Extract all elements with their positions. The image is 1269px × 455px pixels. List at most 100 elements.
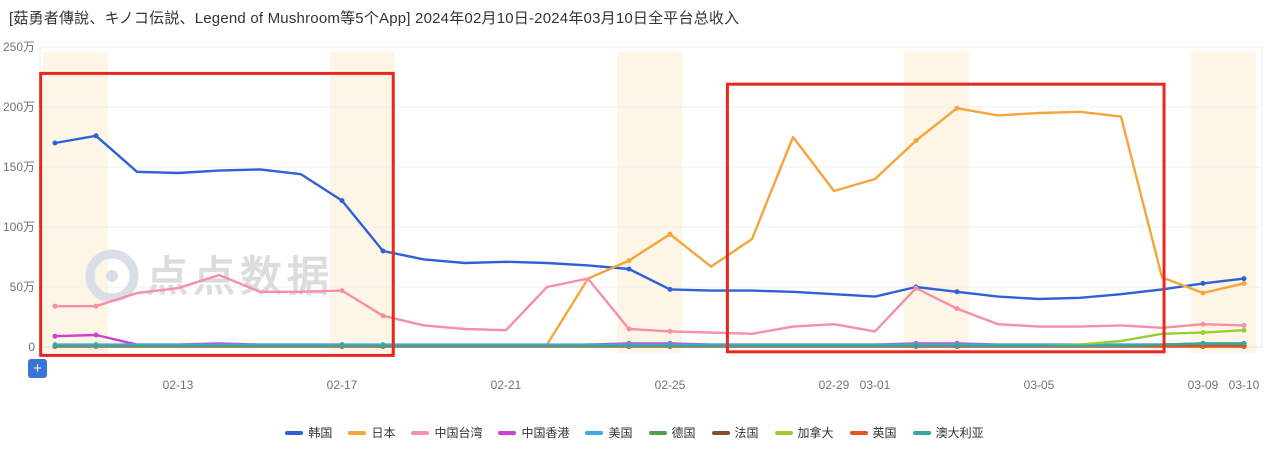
series-line-kr <box>53 134 1246 301</box>
legend-label: 日本 <box>371 426 396 440</box>
data-point-kr <box>52 140 58 146</box>
data-point-au <box>913 343 919 349</box>
data-point-tw <box>93 303 99 309</box>
x-axis-label: 02-17 <box>327 378 358 392</box>
legend-item-kr[interactable]: 韩国 <box>285 424 332 441</box>
legend-swatch-jp <box>348 430 367 435</box>
revenue-line-chart[interactable]: 0 50万 100万 150万 200万 250万 02-13 02-17 02-21 02-25… <box>0 0 1269 412</box>
legend-swatch-ca <box>774 430 793 435</box>
data-point-jp <box>954 105 960 111</box>
data-point-jp <box>667 231 673 237</box>
data-point-au <box>1200 340 1206 346</box>
data-point-jp <box>626 258 632 264</box>
data-point-kr <box>1200 280 1206 286</box>
legend-item-us[interactable]: 美国 <box>585 424 633 441</box>
legend-swatch-de <box>648 430 667 435</box>
x-axis-label: 02-21 <box>491 378 522 392</box>
y-axis-label: 200万 <box>3 100 35 114</box>
data-point-au <box>1241 340 1247 346</box>
watermark-text: 点点数据 <box>146 253 334 300</box>
y-axis-label: 50万 <box>10 280 35 294</box>
y-axis-label: 100万 <box>3 220 35 234</box>
data-point-au <box>380 343 386 349</box>
data-point-au <box>954 343 960 349</box>
data-point-tw <box>954 306 960 312</box>
data-point-hk <box>52 333 58 339</box>
data-point-tw <box>1241 322 1247 328</box>
x-axis-label: 03-09 <box>1188 378 1219 392</box>
data-point-au <box>667 343 673 349</box>
data-point-au <box>339 343 345 349</box>
weekend-band <box>1191 52 1256 353</box>
legend-label: 法国 <box>734 426 759 440</box>
legend-item-tw[interactable]: 中国台湾 <box>411 424 482 441</box>
data-point-tw <box>52 303 58 309</box>
data-point-jp <box>913 138 919 144</box>
legend-item-hk[interactable]: 中国香港 <box>498 424 569 441</box>
series-line-tw <box>53 273 1246 335</box>
data-point-tw <box>1200 321 1206 327</box>
weekend-band <box>330 52 395 353</box>
data-point-tw <box>913 285 919 291</box>
data-point-jp <box>1200 290 1206 296</box>
legend-item-ca[interactable]: 加拿大 <box>774 424 834 441</box>
data-point-jp <box>1241 280 1247 286</box>
data-point-tw <box>626 326 632 332</box>
legend-label: 德国 <box>671 426 696 440</box>
legend-label: 澳大利亚 <box>935 426 984 440</box>
data-point-kr <box>380 248 386 254</box>
plus-button[interactable]: + <box>28 359 47 378</box>
data-point-tw <box>667 328 673 334</box>
legend-label: 韩国 <box>308 426 333 440</box>
legend-swatch-tw <box>411 430 430 435</box>
series-line-au <box>53 342 1246 347</box>
data-point-kr <box>1241 276 1247 282</box>
data-point-tw <box>380 313 386 319</box>
annotation-rect-2 <box>725 82 1166 354</box>
x-axis-label: 02-29 <box>819 378 850 392</box>
weekend-band <box>904 52 969 353</box>
annotation-rect-1 <box>39 71 395 357</box>
data-point-au <box>52 343 58 349</box>
chart-title: [菇勇者傳說、キノコ伝説、Legend of Mushroom等5个App] 2… <box>9 10 740 27</box>
data-point-kr <box>339 198 345 204</box>
x-axis-label: 02-13 <box>163 378 194 392</box>
data-point-ca <box>1200 330 1206 336</box>
weekend-band <box>43 52 108 353</box>
legend-label: 中国台湾 <box>434 426 483 440</box>
x-axis-label: 03-05 <box>1024 378 1055 392</box>
legend-label: 美国 <box>608 426 633 440</box>
legend-item-fr[interactable]: 法国 <box>711 424 759 441</box>
diandian-logo-icon <box>85 249 139 303</box>
legend-item-au[interactable]: 澳大利亚 <box>912 424 984 441</box>
data-point-kr <box>954 289 960 295</box>
data-point-au <box>626 343 632 349</box>
y-axis-label: 250万 <box>3 40 35 54</box>
legend-swatch-gb <box>849 430 868 435</box>
y-axis-label: 150万 <box>3 160 35 174</box>
legend-swatch-kr <box>285 430 304 435</box>
diandian-logo-dot-icon <box>106 270 118 282</box>
x-axis-label: 03-10 <box>1229 378 1260 392</box>
legend-label: 中国香港 <box>521 426 570 440</box>
x-axis-label: 03-01 <box>860 378 891 392</box>
data-point-hk <box>93 332 99 338</box>
data-point-ca <box>1241 327 1247 333</box>
legend-swatch-hk <box>498 430 517 435</box>
legend-item-gb[interactable]: 英国 <box>849 424 897 441</box>
y-axis-label: 0 <box>28 340 35 354</box>
chart-legend: 韩国 日本 中国台湾 中国香港 美国 德国 法国 加拿大 英国 澳大利亚 <box>0 424 1269 441</box>
weekend-band <box>617 52 682 353</box>
legend-swatch-fr <box>711 430 730 435</box>
legend-swatch-au <box>912 430 931 435</box>
data-point-kr <box>667 286 673 292</box>
data-point-tw <box>339 288 345 294</box>
legend-label: 加拿大 <box>797 426 834 440</box>
data-point-kr <box>626 266 632 272</box>
data-point-au <box>93 343 99 349</box>
x-axis-label: 02-25 <box>655 378 686 392</box>
legend-item-jp[interactable]: 日本 <box>348 424 395 441</box>
legend-swatch-us <box>585 430 604 435</box>
legend-label: 英国 <box>872 426 897 440</box>
legend-item-de[interactable]: 德国 <box>648 424 696 441</box>
